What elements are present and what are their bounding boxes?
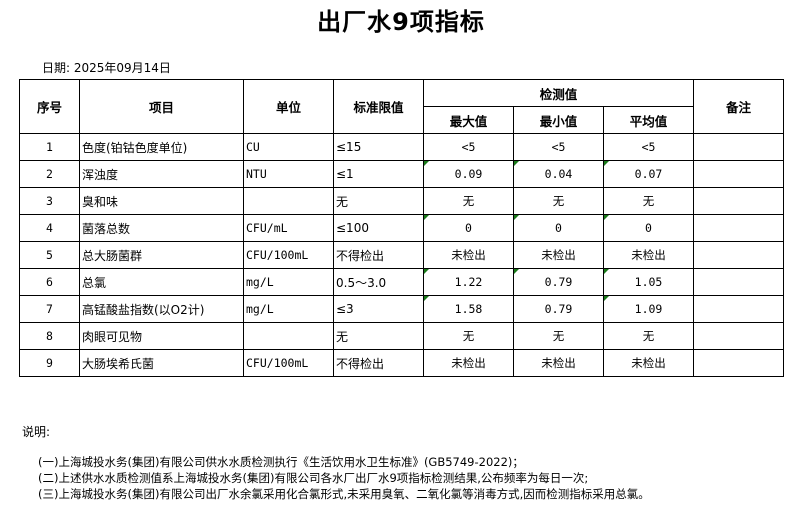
cell-min: 0.79 <box>513 268 604 296</box>
cell-min: 未检出 <box>513 241 604 269</box>
cell-min: 0.04 <box>513 160 604 188</box>
cell-limit: ≤1 <box>333 160 424 188</box>
cell-seq: 9 <box>19 349 80 377</box>
cell-limit: 无 <box>333 187 424 215</box>
cell-item: 总氯 <box>79 268 244 296</box>
cell-item: 大肠埃希氏菌 <box>79 349 244 377</box>
cell-unit <box>243 187 334 215</box>
cell-avg: 0.07 <box>603 160 694 188</box>
cell-remark <box>693 268 784 296</box>
cell-remark <box>693 214 784 242</box>
cell-max: 0.09 <box>423 160 514 188</box>
cell-unit: CFU/100mL <box>243 349 334 377</box>
cell-unit: CFU/100mL <box>243 241 334 269</box>
cell-remark <box>693 133 784 161</box>
header-avg: 平均值 <box>603 106 694 134</box>
cell-item: 浑浊度 <box>79 160 244 188</box>
table-row: 2 浑浊度 NTU ≤1 0.09 0.04 0.07 <box>19 160 784 188</box>
table-row: 7 高锰酸盐指数(以O2计) mg/L ≤3 1.58 0.79 1.09 <box>19 295 784 323</box>
table-row: 1 色度(铂钴色度单位) CU ≤15 <5 <5 <5 <box>19 133 784 161</box>
cell-max: 1.58 <box>423 295 514 323</box>
cell-item: 色度(铂钴色度单位) <box>79 133 244 161</box>
cell-remark <box>693 241 784 269</box>
cell-avg: 未检出 <box>603 241 694 269</box>
cell-avg: 1.09 <box>603 295 694 323</box>
cell-avg: 无 <box>603 322 694 350</box>
cell-seq: 6 <box>19 268 80 296</box>
cell-unit: mg/L <box>243 268 334 296</box>
cell-limit: ≤3 <box>333 295 424 323</box>
cell-avg: <5 <box>603 133 694 161</box>
header-seq: 序号 <box>19 79 80 134</box>
cell-limit: 不得检出 <box>333 349 424 377</box>
header-max: 最大值 <box>423 106 514 134</box>
cell-max: 无 <box>423 322 514 350</box>
cell-avg: 0 <box>603 214 694 242</box>
table-row: 4 菌落总数 CFU/mL ≤100 0 0 0 <box>19 214 784 242</box>
cell-min: 0.79 <box>513 295 604 323</box>
cell-avg: 未检出 <box>603 349 694 377</box>
header-unit: 单位 <box>243 79 334 134</box>
cell-min: 0 <box>513 214 604 242</box>
cell-unit: CFU/mL <box>243 214 334 242</box>
cell-remark <box>693 349 784 377</box>
cell-max: 0 <box>423 214 514 242</box>
cell-unit: CU <box>243 133 334 161</box>
header-min: 最小值 <box>513 106 604 134</box>
header-remark: 备注 <box>693 79 784 134</box>
cell-min: <5 <box>513 133 604 161</box>
header-limit: 标准限值 <box>333 79 424 134</box>
table-row: 3 臭和味无无无无 <box>19 187 784 215</box>
table-row: 5 总大肠菌群 CFU/100mL 不得检出 未检出 未检出 未检出 <box>19 241 784 269</box>
header-item: 项目 <box>79 79 244 134</box>
cell-min: 无 <box>513 322 604 350</box>
note-item: (二)上述供水水质检测值系上海城投水务(集团)有限公司各水厂出厂水9项指标检测结… <box>38 471 589 485</box>
cell-unit: NTU <box>243 160 334 188</box>
cell-limit: ≤100 <box>333 214 424 242</box>
cell-remark <box>693 295 784 323</box>
note-item: (三)上海城投水务(集团)有限公司出厂水余氯采用化合氯形式,未采用臭氧、二氧化氯… <box>38 487 650 501</box>
cell-limit: 0.5～3.0 <box>333 268 424 296</box>
cell-max: 无 <box>423 187 514 215</box>
cell-limit: ≤15 <box>333 133 424 161</box>
cell-remark <box>693 187 784 215</box>
cell-unit: mg/L <box>243 295 334 323</box>
report-date: 日期: 2025年09月14日 <box>42 61 171 75</box>
cell-min: 未检出 <box>513 349 604 377</box>
header-measured: 检测值 <box>423 79 694 107</box>
table-row: 6 总氯 mg/L 0.5～3.0 1.22 0.79 1.05 <box>19 268 784 296</box>
cell-seq: 4 <box>19 214 80 242</box>
cell-seq: 3 <box>19 187 80 215</box>
cell-item: 总大肠菌群 <box>79 241 244 269</box>
cell-max: <5 <box>423 133 514 161</box>
cell-item: 菌落总数 <box>79 214 244 242</box>
notes-label: 说明: <box>22 425 51 439</box>
cell-max: 未检出 <box>423 349 514 377</box>
cell-seq: 1 <box>19 133 80 161</box>
cell-seq: 5 <box>19 241 80 269</box>
cell-unit <box>243 322 334 350</box>
cell-remark <box>693 322 784 350</box>
cell-seq: 2 <box>19 160 80 188</box>
cell-max: 1.22 <box>423 268 514 296</box>
cell-avg: 1.05 <box>603 268 694 296</box>
cell-min: 无 <box>513 187 604 215</box>
cell-item: 臭和味 <box>79 187 244 215</box>
cell-max: 未检出 <box>423 241 514 269</box>
table-row: 8 肉眼可见物无无无无 <box>19 322 784 350</box>
cell-avg: 无 <box>603 187 694 215</box>
note-item: (一)上海城投水务(集团)有限公司供水水质检测执行《生活饮用水卫生标准》(GB5… <box>38 455 524 469</box>
cell-remark <box>693 160 784 188</box>
cell-item: 肉眼可见物 <box>79 322 244 350</box>
cell-limit: 无 <box>333 322 424 350</box>
cell-item: 高锰酸盐指数(以O2计) <box>79 295 244 323</box>
notes: (一)上海城投水务(集团)有限公司供水水质检测执行《生活饮用水卫生标准》(GB5… <box>38 454 650 502</box>
page-title: 出厂水9项指标 <box>317 8 485 36</box>
cell-limit: 不得检出 <box>333 241 424 269</box>
cell-seq: 8 <box>19 322 80 350</box>
table-row: 9 大肠埃希氏菌 CFU/100mL 不得检出 未检出 未检出 未检出 <box>19 349 784 377</box>
cell-seq: 7 <box>19 295 80 323</box>
water-quality-table: 序号 项目 单位 标准限值 检测值 备注 最大值 最小值 平均值 1 色度(铂钴色… <box>19 79 784 377</box>
